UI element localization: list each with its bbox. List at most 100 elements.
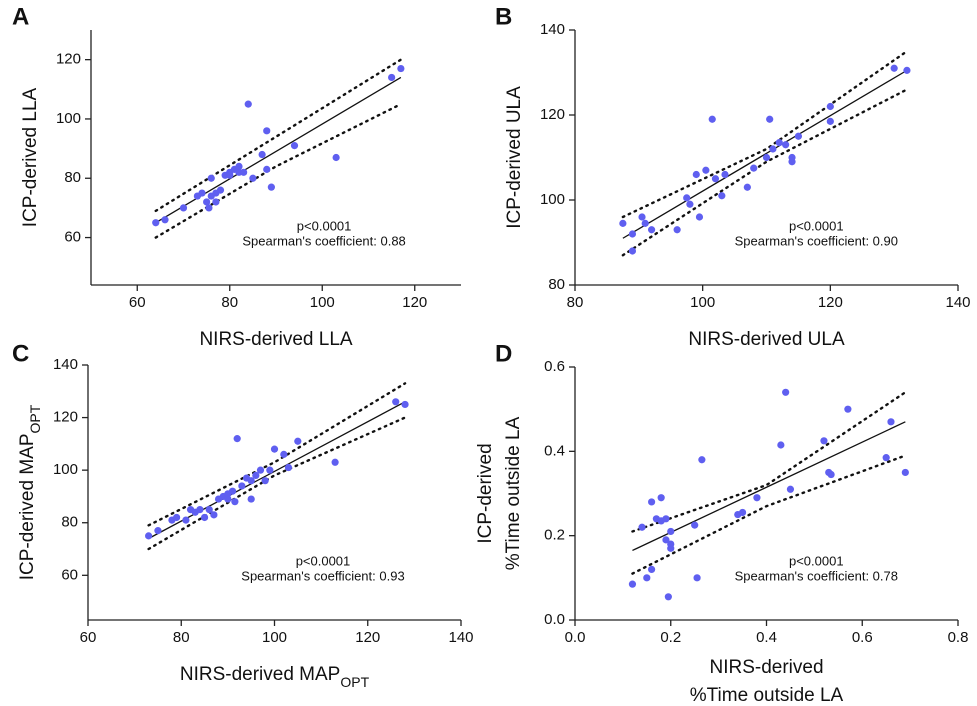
data-point [263,165,271,173]
data-point [256,466,265,474]
data-point [721,170,729,179]
confidence-band-upper [631,391,907,533]
data-point [643,574,651,582]
data-point [179,204,188,212]
y-tick-label: 120 [56,51,81,68]
data-point [686,200,694,208]
x-tick-label: 80 [221,294,238,311]
data-point [247,495,255,503]
annotation: p<0.0001 [296,553,351,568]
data-point [698,456,706,464]
data-point [263,127,271,135]
data-point [270,445,279,453]
data-point [294,437,302,445]
data-point [890,64,898,72]
data-point [240,168,248,176]
y-tick-label: 60 [61,566,78,583]
y-tick-label: 120 [53,409,78,426]
axis-title-text: %Time outside LA [503,416,524,570]
x-tick-label: 0.0 [565,629,586,646]
data-point [711,175,720,183]
data-point [641,219,649,227]
data-point [244,100,252,108]
y-axis-title: ICP-derived MAPOPT [17,404,43,580]
confidence-band-lower [631,454,907,575]
data-point [266,466,274,474]
data-point [762,153,771,162]
annotation: p<0.0001 [789,553,844,568]
annotation: p<0.0001 [297,218,352,233]
y-axis-title: ICP-derived [475,443,496,543]
y-tick-label: 140 [540,21,565,38]
y-axis-title: ICP-derived ULA [504,86,525,229]
y-tick-label: 0.6 [544,358,565,375]
data-point [203,198,211,206]
data-point [205,505,213,514]
data-point [695,213,704,221]
data-point [826,117,834,125]
data-point [258,150,266,159]
y-tick-label: 100 [56,110,81,127]
x-tick-label: 140 [448,629,473,646]
data-point [887,418,895,426]
y-tick-label: 140 [53,356,78,373]
x-tick-label: 100 [310,294,335,311]
confidence-band-lower [147,416,407,551]
y-axis-title: %Time outside LA [503,416,524,570]
data-point [664,593,672,601]
axis-title-text: ICP-derived ULA [504,86,525,229]
data-point [226,171,234,179]
annotation: Spearman's coefficient: 0.93 [241,568,404,583]
data-point [692,170,700,179]
data-point [331,458,339,466]
confidence-band-upper [621,50,909,219]
data-point [702,166,710,174]
data-point [648,565,656,574]
data-point [648,498,656,506]
x-axis-title: NIRS-derived MAPOPT [180,664,370,690]
x-tick-label: 0.8 [948,629,969,646]
data-point [743,183,751,191]
data-point [332,153,340,162]
confidence-band-lower [621,88,909,257]
data-point [691,521,699,529]
x-tick-label: 0.4 [756,629,777,646]
data-point [766,115,774,123]
data-point [238,482,246,490]
data-point [667,527,675,536]
x-axis-title: %Time outside LA [690,685,844,706]
confidence-band-upper [147,382,407,527]
x-axis-title: NIRS-derived ULA [688,329,845,350]
data-point [280,450,288,458]
y-tick-label: 80 [61,514,78,531]
data-point [284,463,293,472]
data-point [228,487,237,495]
data-point [769,145,777,153]
data-point [247,477,255,485]
panel-label: A [12,3,29,30]
data-point [628,230,637,238]
x-tick-label: 0.2 [660,629,681,646]
data-point [224,495,232,503]
data-point [290,142,299,150]
regression-line [148,401,406,540]
y-tick-label: 100 [53,461,78,478]
x-axis-title: NIRS-derived [709,657,823,678]
panel-label: B [495,3,512,30]
data-point [662,515,670,523]
y-tick-label: 80 [548,276,565,293]
data-point [777,441,785,449]
data-point [200,513,209,522]
annotation: Spearman's coefficient: 0.90 [735,233,898,248]
y-axis-title: ICP-derived LLA [20,87,41,227]
x-tick-label: 120 [355,629,380,646]
data-point [233,435,241,443]
data-point [235,162,243,170]
data-point [683,194,691,202]
axis-title-text: NIRS-derived LLA [199,329,352,350]
x-tick-label: 80 [567,294,584,311]
data-point [820,437,828,445]
data-point [775,139,783,147]
data-point [718,192,726,200]
data-point [172,513,181,522]
